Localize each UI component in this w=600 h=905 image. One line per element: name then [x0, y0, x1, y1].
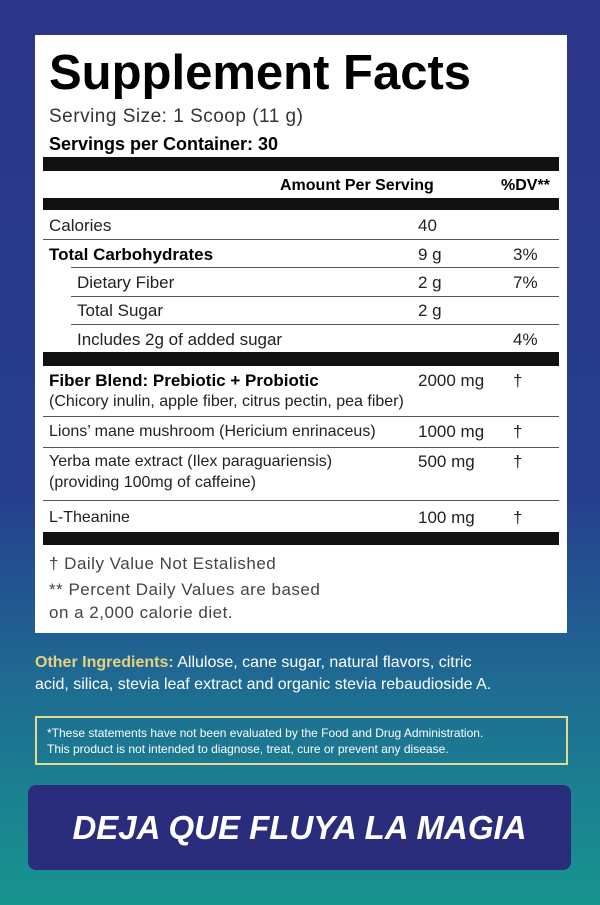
- row-name: Includes 2g of added sugar: [77, 330, 283, 349]
- footnote: ** Percent Daily Values are based: [49, 580, 321, 599]
- banner: DEJA QUE FLUYA LA MAGIA: [28, 785, 571, 870]
- rule: [71, 267, 559, 268]
- row-name: L-Theanine: [49, 509, 130, 526]
- banner-text: DEJA QUE FLUYA LA MAGIA: [72, 809, 527, 846]
- footnote: on a 2,000 calorie diet.: [49, 603, 234, 622]
- rule: [71, 324, 559, 325]
- header-amount: Amount Per Serving: [280, 177, 434, 194]
- row-amount: 2000 mg: [418, 371, 485, 390]
- row-name: Total Sugar: [77, 301, 163, 320]
- row-detail: (providing 100mg of caffeine): [49, 474, 256, 491]
- rule: [43, 239, 559, 240]
- row-dv: †: [513, 508, 523, 527]
- serving-size: Serving Size: 1 Scoop (11 g): [49, 106, 304, 127]
- rule: [43, 447, 559, 448]
- row-amount: 40: [418, 216, 437, 235]
- row-dv: 4%: [513, 330, 538, 349]
- rule: [71, 296, 559, 297]
- other-text: Allulose, cane sugar, natural flavors, c…: [177, 654, 472, 671]
- other-ingredients: Other Ingredients: Allulose, cane sugar,…: [35, 652, 491, 696]
- row-name: Lions’ mane mushroom (Hericium enrinaceu…: [49, 423, 376, 440]
- rule: [43, 352, 559, 366]
- facts-panel: Supplement Facts Serving Size: 1 Scoop (…: [35, 35, 567, 633]
- row-dv: †: [513, 371, 523, 390]
- row-amount: 500 mg: [418, 452, 475, 471]
- row-name: Calories: [49, 216, 112, 235]
- row-dv: †: [513, 422, 523, 441]
- rule: [43, 500, 559, 501]
- rule: [43, 198, 559, 210]
- row-name: Fiber Blend: Prebiotic + Probiotic: [49, 371, 319, 390]
- row-amount: 2 g: [418, 301, 442, 320]
- disclaimer: *These statements have not been evaluate…: [47, 726, 484, 740]
- servings: Servings per Container: 30: [49, 134, 279, 154]
- row-dv: 3%: [513, 245, 538, 264]
- disclaimer-box: *These statements have not been evaluate…: [35, 716, 568, 765]
- rule: [43, 416, 559, 417]
- rule: [43, 157, 559, 171]
- row-detail: (Chicory inulin, apple fiber, citrus pec…: [49, 393, 404, 410]
- row-name: Dietary Fiber: [77, 273, 175, 292]
- row-amount: 1000 mg: [418, 422, 485, 441]
- other-text: acid, silica, stevia leaf extract and or…: [35, 676, 492, 693]
- footnote: † Daily Value Not Estalished: [49, 554, 277, 573]
- row-name: Total Carbohydrates: [49, 245, 214, 264]
- row-amount: 100 mg: [418, 508, 475, 527]
- other-label: Other Ingredients:: [35, 654, 174, 671]
- row-amount: 9 g: [418, 245, 442, 264]
- disclaimer: This product is not intended to diagnose…: [47, 742, 449, 756]
- rule: [43, 532, 559, 545]
- header-dv: %DV**: [501, 177, 550, 194]
- row-name: Yerba mate extract (Ilex paraguariensis): [49, 453, 333, 470]
- row-amount: 2 g: [418, 273, 442, 292]
- row-dv: †: [513, 452, 523, 471]
- row-dv: 7%: [513, 273, 538, 292]
- title: Supplement Facts: [49, 46, 472, 100]
